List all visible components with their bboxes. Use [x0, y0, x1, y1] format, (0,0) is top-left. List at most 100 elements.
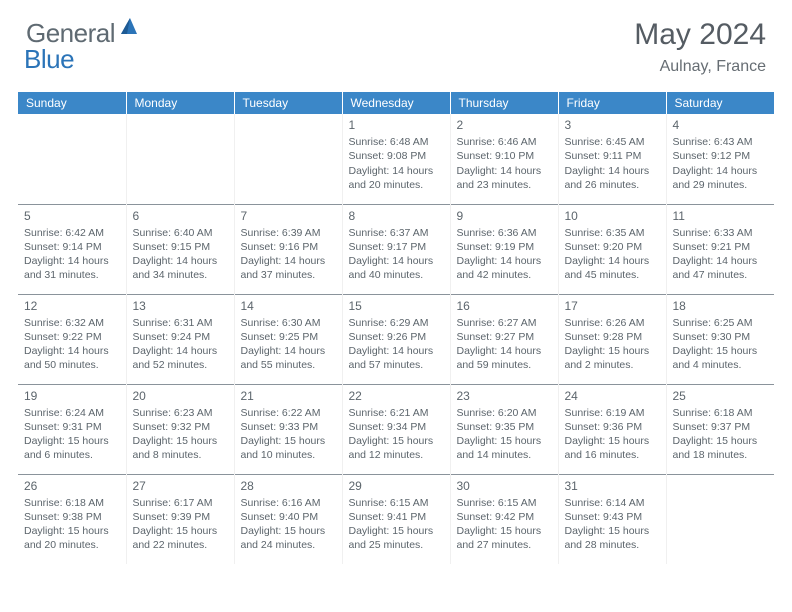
sunrise-line: Sunrise: 6:40 AM [133, 226, 228, 240]
sunrise-line: Sunrise: 6:31 AM [133, 316, 228, 330]
calendar-day-cell: 10Sunrise: 6:35 AMSunset: 9:20 PMDayligh… [558, 204, 666, 294]
month-title: May 2024 [634, 18, 766, 52]
daylight-line: Daylight: 15 hours and 28 minutes. [565, 524, 660, 552]
calendar-header-row: SundayMondayTuesdayWednesdayThursdayFrid… [18, 92, 774, 114]
sunset-line: Sunset: 9:43 PM [565, 510, 660, 524]
calendar-day-cell: 25Sunrise: 6:18 AMSunset: 9:37 PMDayligh… [666, 384, 774, 474]
calendar-day-cell: 29Sunrise: 6:15 AMSunset: 9:41 PMDayligh… [342, 474, 450, 564]
weekday-header: Wednesday [342, 92, 450, 114]
sunset-line: Sunset: 9:36 PM [565, 420, 660, 434]
day-number: 3 [565, 117, 660, 133]
calendar-day-cell: 12Sunrise: 6:32 AMSunset: 9:22 PMDayligh… [18, 294, 126, 384]
daylight-line: Daylight: 14 hours and 40 minutes. [349, 254, 444, 282]
sunset-line: Sunset: 9:26 PM [349, 330, 444, 344]
daylight-line: Daylight: 15 hours and 24 minutes. [241, 524, 336, 552]
sunrise-line: Sunrise: 6:26 AM [565, 316, 660, 330]
calendar-empty-cell [18, 114, 126, 204]
location-subtitle: Aulnay, France [634, 58, 766, 76]
day-number: 12 [24, 298, 120, 314]
daylight-line: Daylight: 14 hours and 42 minutes. [457, 254, 552, 282]
sunrise-line: Sunrise: 6:27 AM [457, 316, 552, 330]
sunset-line: Sunset: 9:19 PM [457, 240, 552, 254]
sunrise-line: Sunrise: 6:15 AM [349, 496, 444, 510]
daylight-line: Daylight: 14 hours and 20 minutes. [349, 164, 444, 192]
sunrise-line: Sunrise: 6:14 AM [565, 496, 660, 510]
calendar-day-cell: 14Sunrise: 6:30 AMSunset: 9:25 PMDayligh… [234, 294, 342, 384]
daylight-line: Daylight: 15 hours and 12 minutes. [349, 434, 444, 462]
daylight-line: Daylight: 14 hours and 26 minutes. [565, 164, 660, 192]
calendar-empty-cell [234, 114, 342, 204]
sail-icon [119, 16, 141, 41]
calendar-week-row: 1Sunrise: 6:48 AMSunset: 9:08 PMDaylight… [18, 114, 774, 204]
day-number: 29 [349, 478, 444, 494]
calendar-day-cell: 16Sunrise: 6:27 AMSunset: 9:27 PMDayligh… [450, 294, 558, 384]
sunrise-line: Sunrise: 6:29 AM [349, 316, 444, 330]
daylight-line: Daylight: 14 hours and 34 minutes. [133, 254, 228, 282]
daylight-line: Daylight: 14 hours and 52 minutes. [133, 344, 228, 372]
sunset-line: Sunset: 9:40 PM [241, 510, 336, 524]
calendar-body: 1Sunrise: 6:48 AMSunset: 9:08 PMDaylight… [18, 114, 774, 564]
sunset-line: Sunset: 9:08 PM [349, 149, 444, 163]
calendar-day-cell: 3Sunrise: 6:45 AMSunset: 9:11 PMDaylight… [558, 114, 666, 204]
calendar-day-cell: 23Sunrise: 6:20 AMSunset: 9:35 PMDayligh… [450, 384, 558, 474]
sunset-line: Sunset: 9:37 PM [673, 420, 769, 434]
sunset-line: Sunset: 9:22 PM [24, 330, 120, 344]
calendar-empty-cell [126, 114, 234, 204]
daylight-line: Daylight: 15 hours and 10 minutes. [241, 434, 336, 462]
sunset-line: Sunset: 9:21 PM [673, 240, 769, 254]
sunset-line: Sunset: 9:16 PM [241, 240, 336, 254]
day-number: 14 [241, 298, 336, 314]
calendar-day-cell: 21Sunrise: 6:22 AMSunset: 9:33 PMDayligh… [234, 384, 342, 474]
day-number: 23 [457, 388, 552, 404]
daylight-line: Daylight: 15 hours and 18 minutes. [673, 434, 769, 462]
weekday-header: Sunday [18, 92, 126, 114]
day-number: 5 [24, 208, 120, 224]
sunrise-line: Sunrise: 6:36 AM [457, 226, 552, 240]
daylight-line: Daylight: 14 hours and 47 minutes. [673, 254, 769, 282]
day-number: 17 [565, 298, 660, 314]
sunrise-line: Sunrise: 6:22 AM [241, 406, 336, 420]
daylight-line: Daylight: 14 hours and 45 minutes. [565, 254, 660, 282]
weekday-header: Tuesday [234, 92, 342, 114]
sunset-line: Sunset: 9:42 PM [457, 510, 552, 524]
day-number: 25 [673, 388, 769, 404]
day-number: 27 [133, 478, 228, 494]
day-number: 18 [673, 298, 769, 314]
title-block: May 2024 Aulnay, France [634, 18, 766, 76]
calendar-week-row: 12Sunrise: 6:32 AMSunset: 9:22 PMDayligh… [18, 294, 774, 384]
weekday-header: Saturday [666, 92, 774, 114]
sunset-line: Sunset: 9:15 PM [133, 240, 228, 254]
calendar-day-cell: 9Sunrise: 6:36 AMSunset: 9:19 PMDaylight… [450, 204, 558, 294]
day-number: 30 [457, 478, 552, 494]
calendar-day-cell: 4Sunrise: 6:43 AMSunset: 9:12 PMDaylight… [666, 114, 774, 204]
sunrise-line: Sunrise: 6:20 AM [457, 406, 552, 420]
page-header: General May 2024 Aulnay, France [0, 0, 792, 82]
calendar-week-row: 19Sunrise: 6:24 AMSunset: 9:31 PMDayligh… [18, 384, 774, 474]
calendar-day-cell: 20Sunrise: 6:23 AMSunset: 9:32 PMDayligh… [126, 384, 234, 474]
daylight-line: Daylight: 14 hours and 55 minutes. [241, 344, 336, 372]
sunrise-line: Sunrise: 6:15 AM [457, 496, 552, 510]
calendar-day-cell: 17Sunrise: 6:26 AMSunset: 9:28 PMDayligh… [558, 294, 666, 384]
day-number: 24 [565, 388, 660, 404]
sunrise-line: Sunrise: 6:46 AM [457, 135, 552, 149]
sunset-line: Sunset: 9:38 PM [24, 510, 120, 524]
calendar-table: SundayMondayTuesdayWednesdayThursdayFrid… [18, 92, 774, 564]
sunset-line: Sunset: 9:17 PM [349, 240, 444, 254]
sunset-line: Sunset: 9:39 PM [133, 510, 228, 524]
day-number: 26 [24, 478, 120, 494]
sunset-line: Sunset: 9:30 PM [673, 330, 769, 344]
day-number: 16 [457, 298, 552, 314]
day-number: 6 [133, 208, 228, 224]
daylight-line: Daylight: 15 hours and 14 minutes. [457, 434, 552, 462]
daylight-line: Daylight: 15 hours and 22 minutes. [133, 524, 228, 552]
sunset-line: Sunset: 9:34 PM [349, 420, 444, 434]
sunrise-line: Sunrise: 6:21 AM [349, 406, 444, 420]
calendar-day-cell: 6 Sunrise: 6:40 AMSunset: 9:15 PMDaylight… [126, 204, 234, 294]
sunrise-line: Sunrise: 6:33 AM [673, 226, 769, 240]
weekday-header: Thursday [450, 92, 558, 114]
sunrise-line: Sunrise: 6:39 AM [241, 226, 336, 240]
sunrise-line: Sunrise: 6:43 AM [673, 135, 769, 149]
sunrise-line: Sunrise: 6:30 AM [241, 316, 336, 330]
sunrise-line: Sunrise: 6:48 AM [349, 135, 444, 149]
logo-text-blue: Blue [24, 44, 74, 74]
